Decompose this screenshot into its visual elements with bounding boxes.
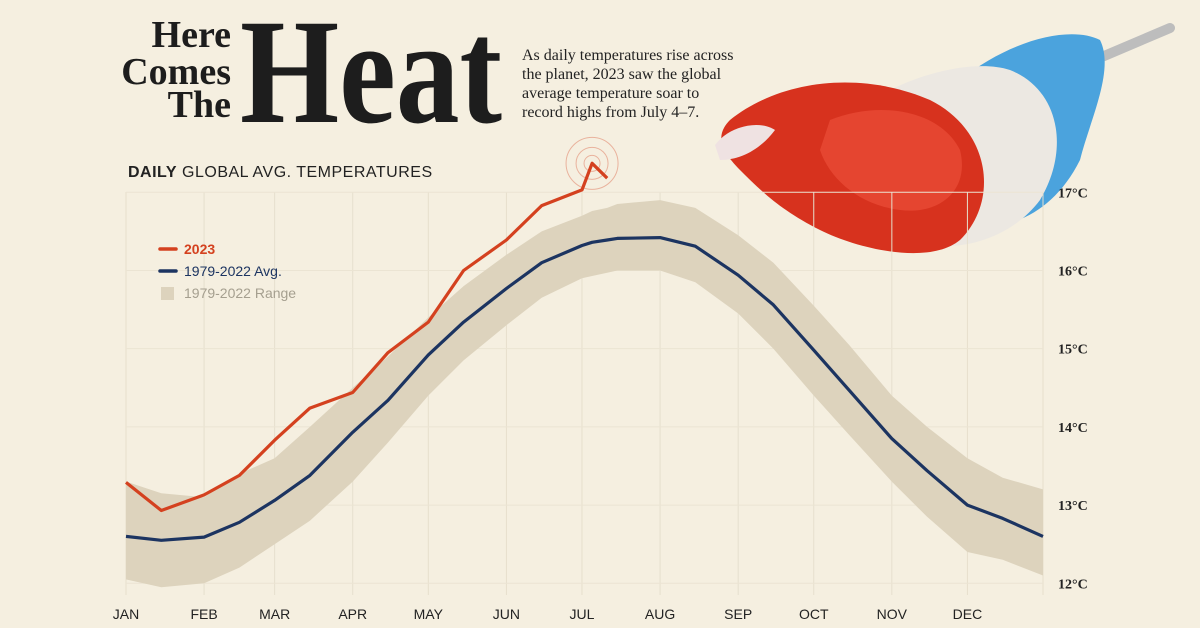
x-tick-label: MAR	[259, 606, 290, 622]
description-line: the planet, 2023 saw the global	[522, 66, 722, 83]
popsicle	[715, 23, 1175, 254]
title-line: Comes	[121, 51, 231, 93]
subtitle: GLOBAL AVG. TEMPERATURES	[182, 164, 433, 181]
y-tick-label: 16°C	[1058, 264, 1088, 279]
x-tick-label: DEC	[953, 606, 983, 622]
subtitle-bold: DAILY	[128, 164, 177, 181]
y-tick-label: 15°C	[1058, 343, 1088, 358]
series-line	[125, 236, 1044, 542]
chart-subtitle: DAILY GLOBAL AVG. TEMPERATURES	[128, 164, 433, 181]
series-line	[125, 161, 609, 513]
legend-label: 2023	[184, 241, 215, 257]
y-tick-label: 17°C	[1058, 186, 1088, 201]
description-line: record highs from July 4–7.	[522, 104, 699, 121]
legend-swatch	[161, 287, 174, 300]
x-tick-label: SEP	[724, 606, 752, 622]
title-big: Heat	[240, 0, 502, 155]
y-tick-label: 14°C	[1058, 421, 1088, 436]
plot: JAN FEB MAR APR MAY JUN JUL AUG SEP OCT NOV DEC 12°C…	[113, 136, 1088, 622]
x-tick-label: JUN	[493, 606, 520, 622]
y-tick-label: 13°C	[1058, 499, 1088, 514]
peak-ring	[583, 154, 601, 172]
legend-label: 1979-2022 Range	[184, 285, 296, 301]
x-tick-label: AUG	[645, 606, 675, 622]
title-line: Here	[152, 14, 231, 56]
description-line: As daily temperatures rise across	[522, 47, 733, 64]
description-line: average temperature soar to	[522, 85, 699, 102]
title-line: The	[168, 84, 231, 126]
legend-label: 1979-2022 Avg.	[184, 263, 282, 279]
y-tick-label: 12°C	[1058, 577, 1088, 592]
range-area	[126, 200, 1043, 588]
x-tick-label: JUL	[570, 606, 595, 622]
peak-ring	[565, 136, 619, 190]
x-tick-label: OCT	[799, 606, 829, 622]
x-tick-label: APR	[338, 606, 367, 622]
x-tick-label: NOV	[877, 606, 908, 622]
x-tick-label: JAN	[113, 606, 139, 622]
x-tick-label: FEB	[190, 606, 217, 622]
peak-ring	[575, 146, 609, 180]
x-tick-label: MAY	[414, 606, 444, 622]
